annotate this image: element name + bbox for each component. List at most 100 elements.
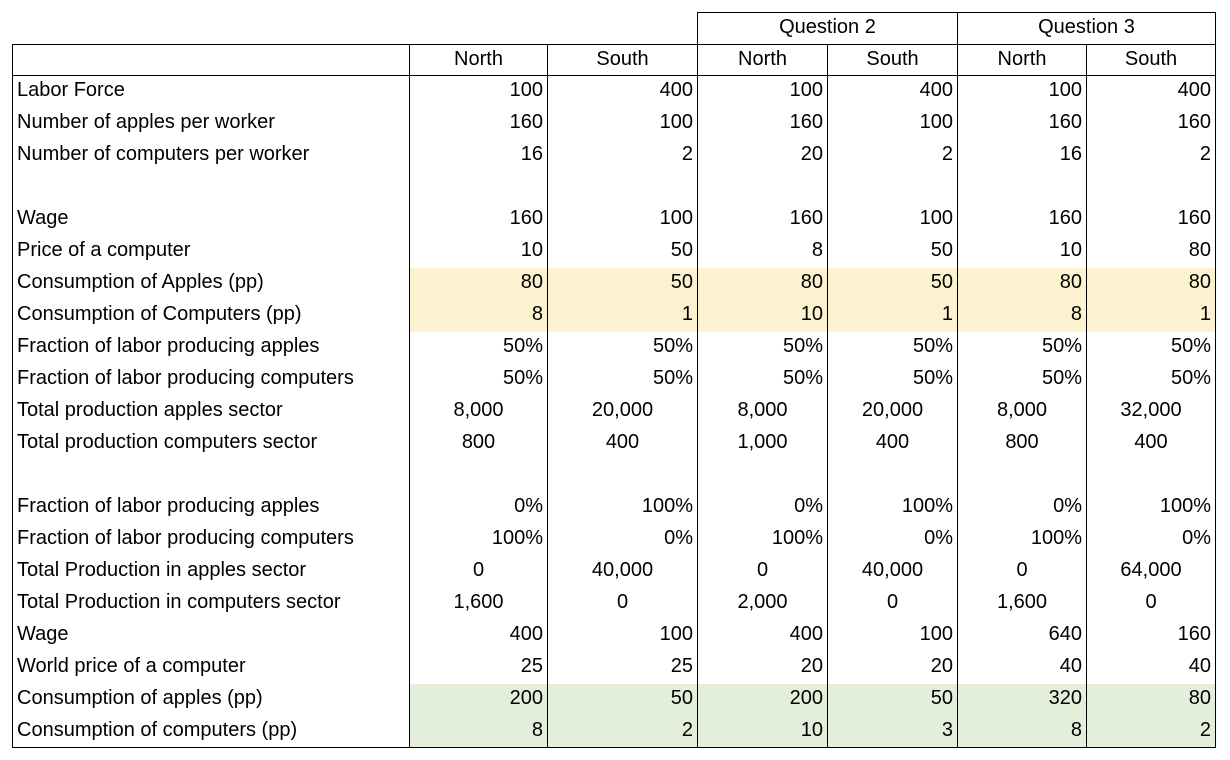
row-label[interactable]: Total production apples sector <box>12 396 409 428</box>
row-label[interactable]: Wage <box>12 204 409 236</box>
table-cell[interactable]: 0 <box>697 556 827 588</box>
table-cell[interactable]: 50% <box>1086 364 1216 396</box>
table-cell[interactable]: 160 <box>697 108 827 140</box>
table-cell[interactable]: 50 <box>547 684 697 716</box>
table-cell[interactable]: 100 <box>547 204 697 236</box>
row-label[interactable]: Consumption of computers (pp) <box>12 716 409 748</box>
row-label[interactable]: Fraction of labor producing apples <box>12 492 409 524</box>
table-cell[interactable]: 400 <box>409 620 547 652</box>
row-label[interactable] <box>12 460 409 492</box>
table-cell[interactable]: 1 <box>547 300 697 332</box>
table-cell[interactable] <box>547 172 697 204</box>
row-label[interactable]: Wage <box>12 620 409 652</box>
table-cell[interactable]: 50% <box>409 332 547 364</box>
table-cell[interactable]: 16 <box>409 140 547 172</box>
table-cell[interactable] <box>827 460 957 492</box>
table-cell[interactable]: 0 <box>827 588 957 620</box>
table-cell[interactable]: 8,000 <box>409 396 547 428</box>
table-cell[interactable]: 2 <box>1086 140 1216 172</box>
table-cell[interactable]: 3 <box>827 716 957 748</box>
column-header[interactable]: North <box>409 44 547 76</box>
row-label[interactable]: Consumption of Computers (pp) <box>12 300 409 332</box>
table-cell[interactable] <box>697 172 827 204</box>
table-cell[interactable]: 0 <box>957 556 1086 588</box>
table-cell[interactable]: 160 <box>409 108 547 140</box>
table-cell[interactable]: 50% <box>697 332 827 364</box>
table-cell[interactable]: 8 <box>957 300 1086 332</box>
table-cell[interactable]: 80 <box>697 268 827 300</box>
table-cell[interactable]: 400 <box>1086 76 1216 108</box>
table-cell[interactable]: 2 <box>547 140 697 172</box>
table-cell[interactable]: 100% <box>827 492 957 524</box>
table-cell[interactable]: 100 <box>547 108 697 140</box>
table-cell[interactable]: 50% <box>547 332 697 364</box>
table-cell[interactable]: 200 <box>409 684 547 716</box>
table-cell[interactable]: 400 <box>1086 428 1216 460</box>
table-cell[interactable]: 400 <box>697 620 827 652</box>
table-cell[interactable]: 640 <box>957 620 1086 652</box>
table-cell[interactable]: 80 <box>957 268 1086 300</box>
table-cell[interactable]: 400 <box>827 428 957 460</box>
table-cell[interactable]: 2 <box>1086 716 1216 748</box>
group-header[interactable]: Question 3 <box>957 12 1216 44</box>
table-cell[interactable] <box>957 172 1086 204</box>
column-header[interactable]: South <box>1086 44 1216 76</box>
table-cell[interactable]: 160 <box>697 204 827 236</box>
table-cell[interactable]: 0% <box>409 492 547 524</box>
table-cell[interactable]: 160 <box>957 204 1086 236</box>
table-cell[interactable]: 320 <box>957 684 1086 716</box>
header-corner-cell[interactable] <box>12 44 409 76</box>
table-cell[interactable]: 10 <box>409 236 547 268</box>
table-cell[interactable]: 400 <box>827 76 957 108</box>
row-label[interactable]: Fraction of labor producing computers <box>12 364 409 396</box>
table-cell[interactable]: 20 <box>697 652 827 684</box>
table-cell[interactable]: 0% <box>957 492 1086 524</box>
table-cell[interactable]: 100% <box>547 492 697 524</box>
table-cell[interactable]: 10 <box>697 716 827 748</box>
table-cell[interactable]: 800 <box>409 428 547 460</box>
row-label[interactable]: Price of a computer <box>12 236 409 268</box>
table-cell[interactable]: 32,000 <box>1086 396 1216 428</box>
table-cell[interactable]: 50% <box>827 364 957 396</box>
table-cell[interactable]: 100 <box>827 620 957 652</box>
row-label[interactable] <box>12 172 409 204</box>
row-label[interactable]: Consumption of Apples (pp) <box>12 268 409 300</box>
table-cell[interactable]: 80 <box>1086 236 1216 268</box>
row-label[interactable]: Total production computers sector <box>12 428 409 460</box>
table-cell[interactable]: 50 <box>827 684 957 716</box>
row-label[interactable]: Labor Force <box>12 76 409 108</box>
table-cell[interactable]: 8,000 <box>697 396 827 428</box>
table-cell[interactable]: 64,000 <box>1086 556 1216 588</box>
table-cell[interactable] <box>957 460 1086 492</box>
table-cell[interactable]: 100 <box>409 76 547 108</box>
table-cell[interactable]: 40,000 <box>827 556 957 588</box>
table-cell[interactable]: 0 <box>547 588 697 620</box>
table-cell[interactable]: 20,000 <box>547 396 697 428</box>
table-cell[interactable]: 100% <box>697 524 827 556</box>
table-cell[interactable]: 200 <box>697 684 827 716</box>
row-label[interactable]: Number of computers per worker <box>12 140 409 172</box>
table-cell[interactable]: 50% <box>957 332 1086 364</box>
table-cell[interactable]: 1,600 <box>409 588 547 620</box>
table-cell[interactable]: 80 <box>1086 268 1216 300</box>
table-cell[interactable]: 8 <box>697 236 827 268</box>
column-header[interactable]: North <box>957 44 1086 76</box>
table-cell[interactable]: 50 <box>827 268 957 300</box>
table-cell[interactable]: 50% <box>547 364 697 396</box>
table-cell[interactable]: 400 <box>547 76 697 108</box>
table-cell[interactable]: 160 <box>1086 204 1216 236</box>
table-cell[interactable]: 1 <box>827 300 957 332</box>
table-cell[interactable]: 100% <box>409 524 547 556</box>
table-cell[interactable]: 1 <box>1086 300 1216 332</box>
row-label[interactable]: World price of a computer <box>12 652 409 684</box>
table-cell[interactable]: 0 <box>1086 588 1216 620</box>
table-cell[interactable]: 800 <box>957 428 1086 460</box>
table-cell[interactable]: 50% <box>697 364 827 396</box>
table-cell[interactable]: 10 <box>697 300 827 332</box>
table-cell[interactable]: 50 <box>827 236 957 268</box>
table-cell[interactable]: 160 <box>409 204 547 236</box>
table-cell[interactable]: 20,000 <box>827 396 957 428</box>
table-cell[interactable]: 10 <box>957 236 1086 268</box>
table-cell[interactable]: 40 <box>1086 652 1216 684</box>
column-header[interactable]: South <box>827 44 957 76</box>
